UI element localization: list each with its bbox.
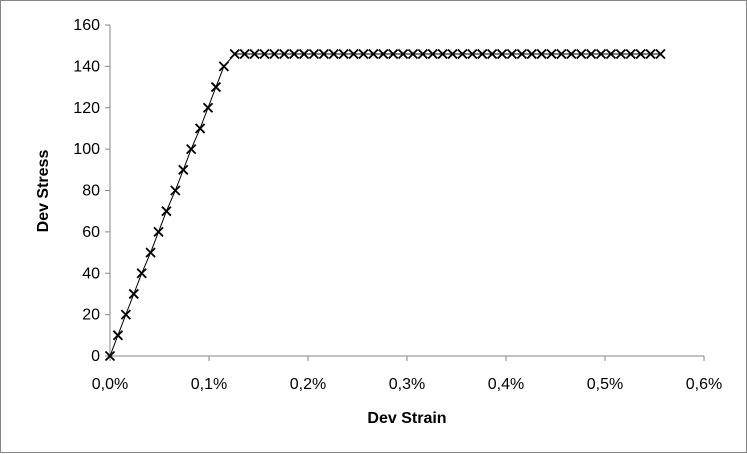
data-point-marker (625, 48, 636, 60)
data-point-marker (218, 61, 229, 72)
data-point-marker (145, 247, 156, 258)
data-point-marker (397, 48, 409, 60)
x-tick-label: 0,1% (191, 376, 227, 393)
data-point-marker (259, 48, 270, 60)
data-point-marker (477, 48, 488, 60)
data-point-marker (546, 48, 557, 60)
data-point-marker (128, 288, 139, 300)
x-axis-title: Dev Strain (367, 410, 446, 427)
x-tick-label: 0,2% (290, 376, 326, 393)
x-tick-label: 0,4% (488, 376, 524, 393)
data-point-marker (229, 48, 240, 60)
data-point-marker (417, 48, 428, 60)
data-point-marker (457, 48, 468, 60)
series-line (109, 53, 661, 357)
data-point-marker (289, 48, 300, 60)
data-point-marker (368, 48, 379, 60)
data-point-marker (427, 48, 438, 60)
data-point-marker (178, 164, 189, 175)
y-tick-label: 60 (82, 224, 100, 241)
y-tick-label: 40 (82, 265, 100, 282)
data-point-marker (615, 48, 626, 60)
x-tick-label: 0,5% (587, 376, 623, 393)
data-point-marker (358, 48, 369, 60)
data-point-marker (136, 268, 147, 279)
data-point-marker (516, 48, 527, 60)
data-point-marker (170, 185, 181, 196)
data-point-marker (645, 48, 656, 60)
data-point-marker (338, 48, 349, 60)
data-point-marker (308, 48, 320, 60)
data-point-marker (467, 48, 478, 60)
data-point-marker (447, 48, 458, 60)
data-point-marker (586, 48, 597, 60)
plot-area (109, 25, 704, 357)
data-point-marker (407, 48, 419, 60)
data-point-marker (437, 48, 448, 60)
x-tick-label: 0,3% (389, 376, 425, 393)
y-tick-label: 100 (73, 141, 100, 158)
data-point-marker (655, 48, 666, 60)
x-axis-ticks: 0,0% 0,1% 0,2% 0,3% 0,4% 0,5% 0,6% (92, 356, 722, 393)
data-point-marker (249, 48, 260, 60)
data-point-marker (496, 48, 508, 60)
y-tick-label: 120 (73, 100, 100, 117)
data-point-marker (239, 48, 250, 60)
x-tick-label: 0,6% (686, 376, 722, 393)
data-point-marker (595, 48, 607, 60)
data-point-marker (112, 330, 124, 341)
data-point-marker (279, 48, 290, 60)
data-point-marker (202, 102, 214, 113)
data-point-marker (526, 48, 537, 60)
data-point-marker (120, 309, 131, 320)
series-points (104, 48, 666, 362)
data-point-marker (153, 226, 164, 238)
data-point-marker (506, 48, 518, 60)
y-axis-title: Dev Stress (35, 150, 52, 233)
data-point-marker (556, 48, 567, 60)
y-tick-label: 140 (73, 58, 100, 75)
data-point-marker (318, 48, 329, 60)
y-tick-label: 80 (82, 183, 100, 200)
data-point-marker (605, 48, 617, 60)
data-point-marker (328, 48, 339, 60)
data-point-marker (210, 81, 222, 93)
data-point-marker (378, 48, 389, 60)
data-point-marker (298, 48, 310, 60)
data-point-marker (161, 206, 172, 217)
series-lines (109, 53, 661, 357)
data-point-marker (576, 48, 587, 60)
data-point-marker (566, 48, 577, 60)
y-tick-label: 20 (82, 307, 100, 324)
data-point-marker (635, 48, 646, 60)
x-tick-label: 0,0% (92, 376, 128, 393)
data-point-marker (269, 48, 280, 60)
y-tick-label: 160 (73, 17, 100, 34)
data-point-marker (186, 143, 197, 155)
data-point-marker (536, 48, 547, 60)
data-point-marker (348, 48, 359, 60)
data-point-marker (194, 123, 206, 134)
y-axis-ticks: 0 20 40 60 80 100 120 140 160 (73, 17, 110, 365)
data-point-marker (104, 350, 116, 362)
data-point-marker (487, 48, 498, 60)
y-tick-label: 0 (91, 348, 100, 365)
data-point-marker (388, 48, 399, 60)
